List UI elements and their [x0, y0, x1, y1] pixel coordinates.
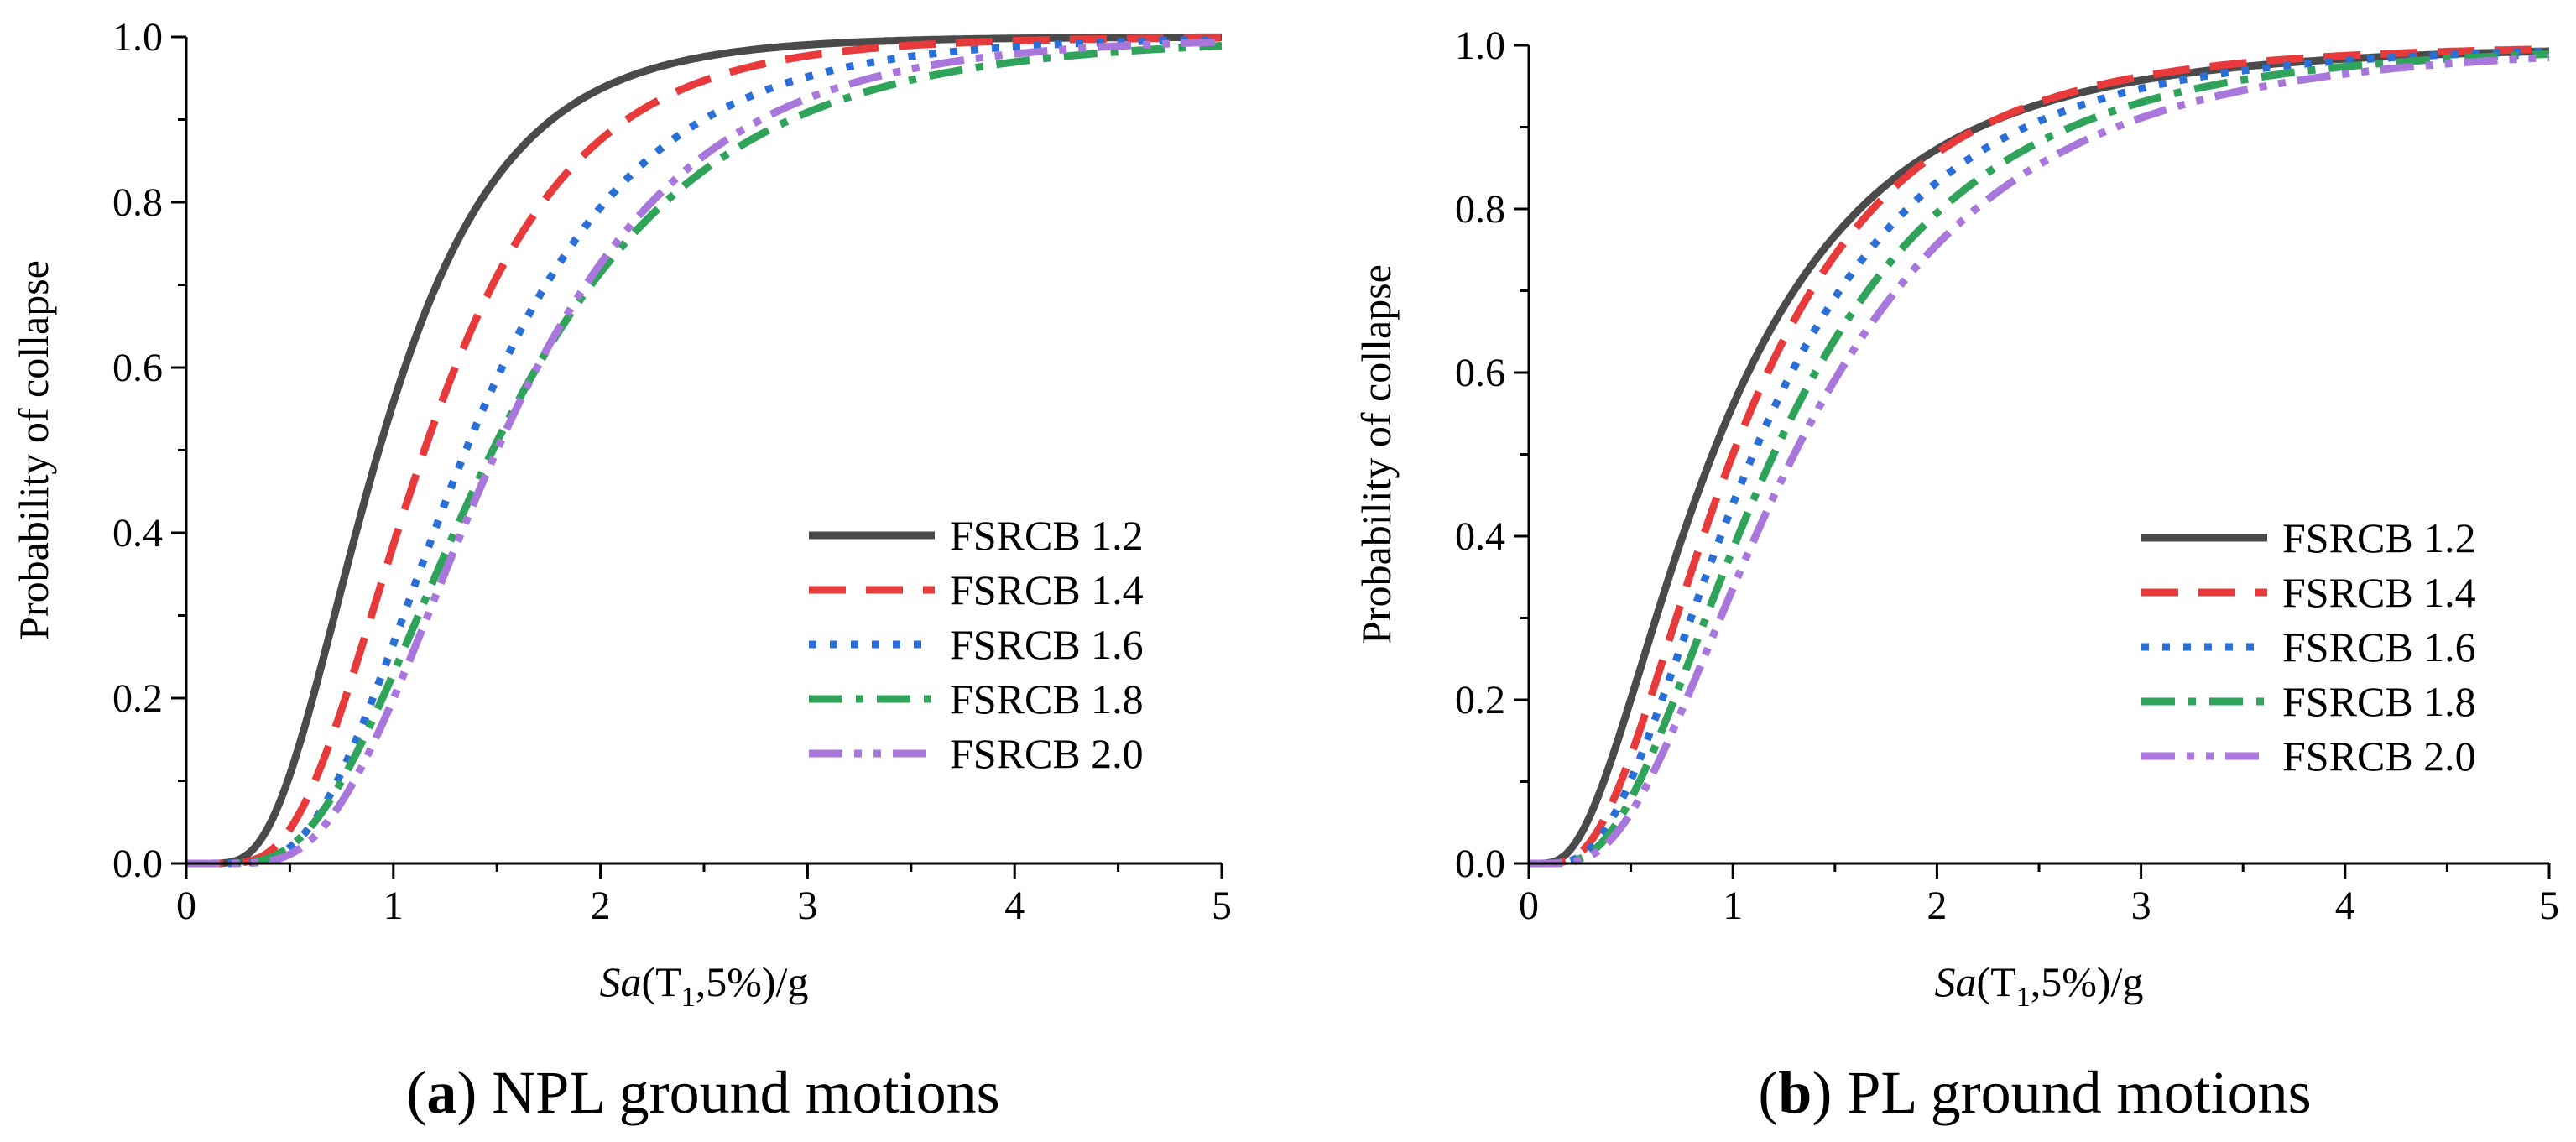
y-tick-label: 0.0: [112, 842, 163, 886]
legend-label: FSRCB 1.4: [2282, 569, 2476, 616]
x-tick-label: 1: [1723, 884, 1743, 928]
y-tick-label: 1.0: [1455, 23, 1505, 68]
curves: [186, 33, 1223, 868]
y-tick-label: 0.8: [112, 180, 163, 225]
legend: FSRCB 1.2 FSRCB 1.4 FSRCB 1.6 FSRCB 1.8 FSRC…: [2141, 514, 2476, 780]
x-tick-label: 4: [1004, 884, 1025, 928]
legend-label: FSRCB 1.8: [2282, 678, 2476, 725]
curves: [1529, 45, 2550, 868]
x-axis-label: Sa(T1,5%)/g: [600, 958, 809, 1013]
y-tick-label: 0.2: [112, 676, 163, 721]
panel-caption: (b) PL ground motions: [1758, 1059, 2311, 1126]
legend: FSRCB 1.2 FSRCB 1.4 FSRCB 1.6 FSRCB 1.8 FSRC…: [809, 512, 1144, 777]
y-tick-label: 0.0: [1455, 842, 1505, 886]
legend-label: FSRCB 1.2: [950, 512, 1144, 559]
x-tick-label: 4: [2335, 884, 2355, 928]
x-tick-label: 0: [1519, 884, 1539, 928]
x-tick-label: 3: [797, 884, 817, 928]
legend-label: FSRCB 2.0: [2282, 733, 2476, 780]
panel-caption: (a) NPL ground motions: [406, 1059, 999, 1126]
y-tick-label: 0.8: [1455, 187, 1505, 232]
legend-label: FSRCB 2.0: [950, 730, 1144, 777]
x-tick-label: 5: [1212, 884, 1232, 928]
series-line-fsrcb-1-4: [186, 34, 1222, 868]
x-tick-label: 2: [1927, 884, 1947, 928]
y-tick-label: 0.6: [1455, 351, 1505, 395]
legend-label: FSRCB 1.4: [950, 566, 1144, 613]
y-tick-label: 0.2: [1455, 678, 1505, 722]
x-tick-label: 0: [176, 884, 196, 928]
panel-b: 0 1 2 3 4 5 0.0 0.2 0.4 0.6 0.8 1.0 Probability of c…: [1353, 23, 2559, 1126]
series-line-fsrcb-1-6: [1529, 47, 2550, 868]
legend-label: FSRCB 1.8: [950, 675, 1144, 722]
x-tick-label: 2: [591, 884, 611, 928]
y-axis-label: Probability of collapse: [10, 260, 57, 640]
x-tick-label: 3: [2131, 884, 2151, 928]
legend-label: FSRCB 1.6: [950, 621, 1144, 668]
y-tick-label: 0.4: [112, 511, 163, 555]
series-line-fsrcb-2-0: [1529, 54, 2550, 868]
x-tick-label: 1: [383, 884, 404, 928]
series-line-fsrcb-1-8: [186, 42, 1223, 868]
series-line-fsrcb-2-0: [186, 38, 1223, 868]
y-axis-label: Probability of collapse: [1353, 264, 1400, 644]
x-axis-label: Sa(T1,5%)/g: [1935, 958, 2144, 1013]
y-tick-label: 1.0: [112, 15, 163, 60]
y-tick-label: 0.6: [112, 346, 163, 390]
series-line-fsrcb-1-2: [1529, 47, 2550, 868]
y-tick-label: 0.4: [1455, 514, 1505, 559]
series-line-fsrcb-1-8: [1529, 50, 2550, 868]
x-tick-label: 5: [2539, 884, 2559, 928]
legend-label: FSRCB 1.2: [2282, 514, 2476, 561]
panel-a: 0 1 2 3 4 5 0.0 0.2 0.4 0.6 0.8 1.0 Probability of c…: [10, 15, 1232, 1126]
legend-label: FSRCB 1.6: [2282, 623, 2476, 670]
